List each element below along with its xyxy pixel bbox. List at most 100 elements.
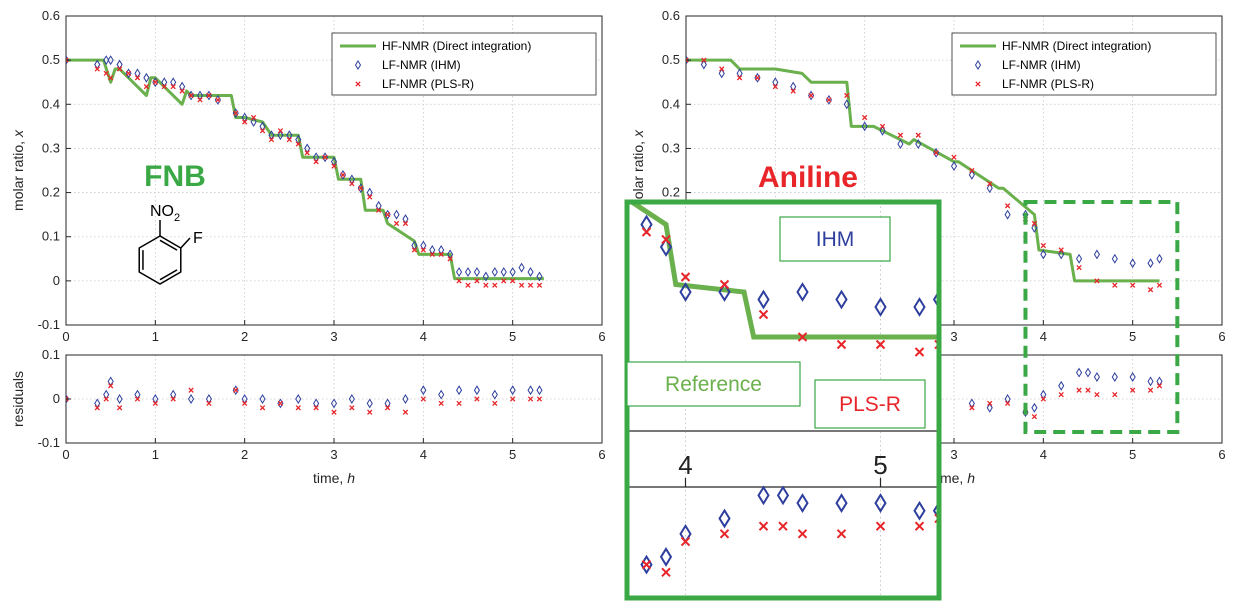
plsr-point <box>188 387 194 393</box>
ihm-point <box>915 139 922 149</box>
fnb-top-x-tick-label: 3 <box>330 329 337 344</box>
ihm-point <box>402 394 409 404</box>
plsr-point <box>233 110 239 116</box>
plsr-point <box>161 83 167 90</box>
y-axis-symbol: x <box>630 129 646 138</box>
plsr-point <box>170 83 176 90</box>
plsr-point <box>259 128 266 134</box>
plsr-point <box>492 400 498 407</box>
plsr-point <box>536 282 543 288</box>
ihm-point <box>1129 372 1136 382</box>
plsr-point <box>879 123 886 130</box>
ihm-point <box>1147 258 1154 269</box>
aniline-figure: 0123456-0.100.10.20.30.40.50.60123456-0.… <box>630 8 1226 486</box>
legend-entry: LF-NMR (IHM) <box>382 58 461 72</box>
inset-tick-label: 4 <box>678 450 692 480</box>
ihm-point <box>700 59 707 70</box>
plsr-point <box>1076 264 1082 271</box>
plsr-point <box>66 396 69 402</box>
inset-ihm-point <box>679 282 692 302</box>
legend-entry: LF-NMR (PLS-R) <box>1002 77 1094 91</box>
plsr-point <box>456 400 462 407</box>
aniline-bot-x-tick-label: 6 <box>1218 447 1225 462</box>
legend-cross-swatch <box>975 81 981 87</box>
fnb-top-x-tick-label: 6 <box>598 329 605 344</box>
inset-hf-nmr-line <box>627 202 939 340</box>
ihm-point <box>455 385 463 396</box>
inset-plsr-point <box>875 339 886 350</box>
legend-cross-swatch <box>355 81 361 87</box>
fnb-title: FNB <box>144 160 206 193</box>
plsr-point <box>242 400 248 407</box>
plsr-point <box>367 409 373 415</box>
y-axis-label: molar ratio, x <box>630 129 646 211</box>
inset-ihm-point <box>757 289 770 310</box>
ihm-point <box>1031 222 1038 233</box>
plsr-point <box>393 220 400 227</box>
plsr-point <box>134 396 141 402</box>
plsr-point <box>108 75 114 81</box>
ihm-point <box>1156 253 1163 264</box>
inset-residual-ihm-point <box>603 534 613 550</box>
plsr-point <box>206 400 212 407</box>
plsr-point <box>94 405 100 411</box>
plsr-point <box>384 405 391 411</box>
fnb-bot-y-tick-label: -0.1 <box>38 435 60 450</box>
ihm-point <box>1076 367 1083 378</box>
plsr-point <box>152 79 158 85</box>
plsr-point <box>772 83 778 90</box>
fnb-bot-x-tick-label: 2 <box>241 447 248 462</box>
plsr-point <box>826 97 832 103</box>
plsr-point <box>152 400 158 407</box>
plsr-point <box>1058 391 1064 398</box>
plsr-point <box>367 194 373 200</box>
plsr-point <box>420 247 426 253</box>
inset-residual-plsr-point <box>934 513 939 524</box>
plsr-point <box>268 136 275 143</box>
inset-plsr-point <box>641 227 652 237</box>
plsr-point <box>116 405 123 411</box>
inset-label-ihm-box <box>779 216 891 262</box>
plsr-point <box>1085 387 1091 393</box>
inset-residual-plsr-point <box>641 559 652 570</box>
aniline-bot-x-tick-label: 5 <box>1129 447 1136 462</box>
ihm-point <box>897 139 904 149</box>
inset-ihm-point <box>659 237 673 257</box>
plsr-point <box>1040 396 1046 402</box>
legend-box <box>951 32 1217 96</box>
plsr-point <box>94 66 100 72</box>
plsr-point <box>808 92 814 99</box>
plsr-point <box>897 132 904 138</box>
inset-residual-plsr-point <box>758 521 769 531</box>
plsr-point <box>492 282 498 288</box>
inset-plsr-point <box>914 347 925 357</box>
aniline-top-y-tick-label: 0.4 <box>662 96 680 111</box>
plsr-point <box>844 92 850 99</box>
plsr-point <box>429 251 435 258</box>
ihm-point <box>1058 380 1065 391</box>
plsr-point <box>438 251 444 258</box>
ihm-point <box>1084 367 1092 378</box>
fnb-bot-x-tick-label: 3 <box>330 447 337 462</box>
ihm-point <box>393 209 400 220</box>
inset-residual-plsr-point <box>836 529 847 539</box>
fnb-bot-x-tick-label: 5 <box>509 447 516 462</box>
inset-label-ihm: IHM <box>816 228 855 251</box>
ihm-point <box>482 271 489 282</box>
ihm-point <box>259 394 266 404</box>
x-axis-unit: h <box>967 470 975 486</box>
inset-plsr-point <box>758 309 769 320</box>
y-axis-label: molar ratio, x <box>10 129 26 211</box>
plsr-point <box>179 88 185 94</box>
plsr-point <box>116 66 123 72</box>
fnb-bot-y-tick-label: 0 <box>53 391 60 406</box>
plsr-point <box>1004 400 1011 407</box>
plsr-point <box>233 387 239 393</box>
inset-plsr-point <box>719 279 730 290</box>
ihm-point <box>277 130 284 141</box>
plsr-point <box>527 396 534 402</box>
inset-residual-plsr-point <box>719 529 730 539</box>
plsr-point <box>1156 383 1163 389</box>
plsr-point <box>465 282 471 288</box>
plsr-point <box>313 405 319 411</box>
